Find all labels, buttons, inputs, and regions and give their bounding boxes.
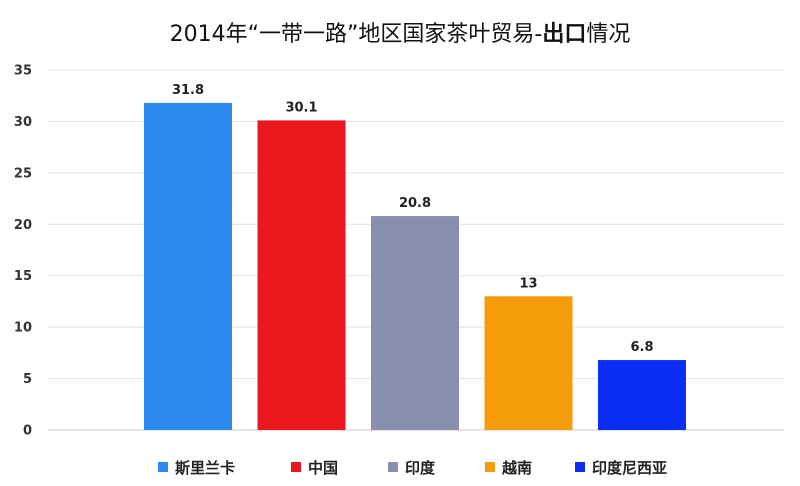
data-label: 13 <box>519 276 537 291</box>
data-label: 30.1 <box>285 100 317 115</box>
chart-title-tail: 情况 <box>586 22 631 47</box>
data-label: 6.8 <box>630 340 653 355</box>
y-tick-label: 0 <box>23 424 32 439</box>
y-tick-label: 25 <box>14 166 32 181</box>
legend-swatch <box>291 462 301 472</box>
data-label: 20.8 <box>399 196 431 211</box>
y-tick-label: 20 <box>14 218 32 233</box>
chart-title-bold: 出口 <box>542 22 587 47</box>
y-tick-label: 15 <box>14 269 32 284</box>
y-tick-label: 30 <box>14 115 32 130</box>
chart-title-main: 2014年“一带一路”地区国家茶叶贸易- <box>169 22 543 47</box>
y-tick-label: 35 <box>14 64 32 79</box>
bar <box>371 216 459 430</box>
legend-label: 印度尼西亚 <box>592 459 667 477</box>
bar <box>484 296 573 430</box>
y-tick-label: 5 <box>23 372 32 387</box>
bar <box>144 102 232 431</box>
chart-title: 2014年“一带一路”地区国家茶叶贸易-出口情况 <box>0 16 800 48</box>
legend-swatch <box>575 462 585 472</box>
legend-swatch <box>158 462 168 472</box>
legend-swatch <box>485 462 495 472</box>
legend-label: 中国 <box>308 459 338 477</box>
bar <box>598 360 686 430</box>
data-label: 31.8 <box>172 83 204 98</box>
legend-swatch <box>388 462 398 472</box>
y-tick-label: 10 <box>14 321 32 336</box>
legend-label: 越南 <box>501 459 532 477</box>
legend-label: 斯里兰卡 <box>175 459 235 477</box>
legend-label: 印度 <box>405 459 436 477</box>
bar <box>257 120 346 431</box>
